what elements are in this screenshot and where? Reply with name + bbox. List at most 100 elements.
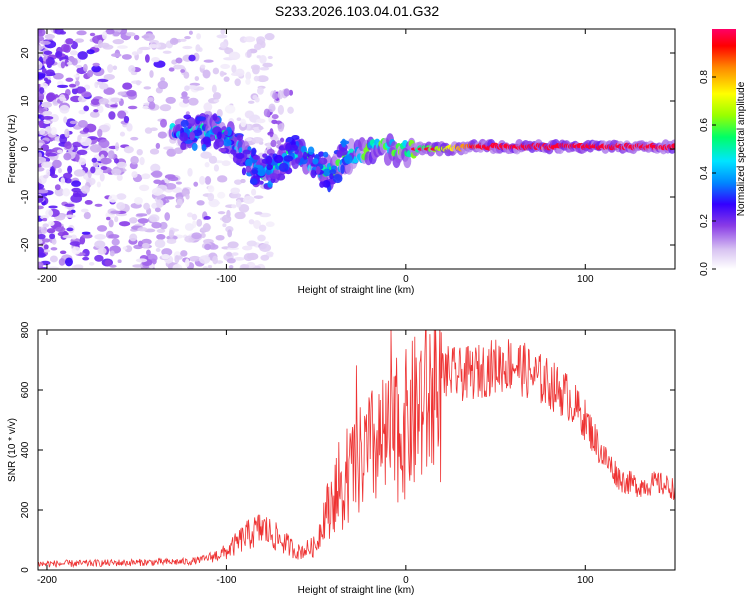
heat-blob	[151, 222, 162, 229]
heat-blob	[266, 142, 271, 151]
heat-blob	[59, 30, 67, 35]
heat-blob	[671, 143, 675, 149]
heat-blob	[257, 86, 264, 95]
heat-blob	[283, 155, 294, 162]
snr-xlabel: Height of straight line (km)	[298, 585, 415, 596]
heat-blob	[115, 142, 120, 152]
figure-title: S233.2026.103.04.01.G32	[275, 3, 439, 19]
heat-blob	[134, 197, 143, 205]
heat-blob	[202, 69, 211, 79]
heat-blob	[173, 147, 184, 154]
heat-blob	[47, 221, 55, 226]
snr-xtick-label: -100	[216, 575, 236, 586]
heat-blob	[123, 115, 130, 123]
heat-blob	[291, 135, 300, 140]
heat-blob	[126, 123, 133, 132]
heat-blob	[207, 185, 215, 193]
heat-blob	[155, 142, 161, 149]
heat-blob	[56, 149, 63, 154]
heat-blob	[42, 110, 53, 116]
heat-blob	[54, 184, 61, 191]
heat-blob	[204, 243, 212, 251]
heat-blob	[62, 188, 71, 197]
heat-blob	[200, 227, 208, 232]
heat-blob	[180, 250, 188, 257]
heat-blob	[116, 161, 127, 169]
heat-blob	[245, 165, 252, 173]
heat-blob	[143, 202, 150, 210]
heat-blob	[215, 234, 225, 241]
heat-blob	[96, 181, 102, 188]
heat-blob	[217, 211, 226, 215]
heat-blob	[112, 39, 125, 45]
heat-blob	[257, 234, 266, 242]
heat-blob	[255, 118, 266, 124]
colorbar-tick-label: 0.8	[699, 70, 710, 84]
heat-blob	[183, 71, 190, 79]
heat-blob	[136, 148, 143, 156]
heat-blob	[109, 250, 115, 257]
heat-blob	[131, 171, 138, 178]
snr-panel: -200 -100 0 100 0 200 400 600 800 Height of str…	[7, 321, 676, 596]
heat-blob	[253, 195, 264, 199]
heat-blob	[38, 261, 44, 268]
heat-blob	[83, 63, 88, 72]
snr-xtick-label: -200	[37, 575, 57, 586]
heat-blob	[86, 49, 95, 55]
heat-blob	[219, 70, 225, 77]
heat-blob	[188, 30, 193, 35]
heat-blob	[236, 134, 244, 141]
heat-blob	[231, 252, 239, 256]
heat-blob	[57, 168, 63, 174]
heat-blob	[47, 266, 60, 269]
heat-blob	[43, 50, 53, 55]
heat-blob	[112, 31, 120, 37]
heat-blob	[132, 264, 144, 268]
snr-y-ticks: 0 200 400 600 800	[20, 321, 675, 573]
heat-blob	[156, 228, 166, 233]
heat-blob	[117, 91, 126, 96]
heat-blob	[203, 59, 214, 63]
heat-blob	[185, 258, 190, 268]
heat-blob	[201, 144, 207, 152]
heat-blob	[235, 199, 242, 208]
heat-blob	[94, 234, 106, 240]
heat-blob	[43, 244, 49, 250]
heat-blob	[99, 42, 110, 48]
spectrogram-ytick-label: -20	[20, 237, 31, 252]
heat-blob	[262, 153, 268, 158]
heat-blob	[46, 92, 56, 101]
heat-blob	[66, 227, 74, 232]
heat-blob	[302, 151, 308, 160]
heat-blob	[74, 80, 80, 87]
heat-blob	[101, 31, 108, 40]
heat-blob	[89, 111, 100, 118]
heat-blob	[221, 160, 231, 167]
heat-blob	[196, 200, 205, 206]
heat-blob	[202, 136, 211, 144]
heat-blob	[107, 64, 114, 73]
heat-blob	[182, 45, 193, 50]
heat-blob	[117, 259, 122, 264]
heat-blob	[118, 221, 131, 227]
heat-blob	[161, 248, 173, 257]
heat-blob	[38, 92, 45, 101]
heat-blob	[130, 136, 139, 141]
heat-blob	[45, 209, 54, 217]
heat-blob	[94, 240, 106, 249]
heat-blob	[38, 205, 44, 210]
colorbar-tick-label: 0.2	[699, 214, 710, 228]
heat-blob	[336, 150, 343, 158]
heat-blob	[196, 116, 206, 122]
heat-blob	[91, 157, 98, 163]
heat-blob	[195, 44, 201, 52]
heat-blob	[144, 54, 150, 63]
heat-blob	[49, 255, 58, 263]
heat-blob	[128, 65, 136, 73]
heat-blob	[107, 150, 115, 160]
heat-blob	[110, 97, 121, 103]
spectrogram-heat-layer	[38, 29, 675, 269]
heat-blob	[60, 61, 66, 69]
